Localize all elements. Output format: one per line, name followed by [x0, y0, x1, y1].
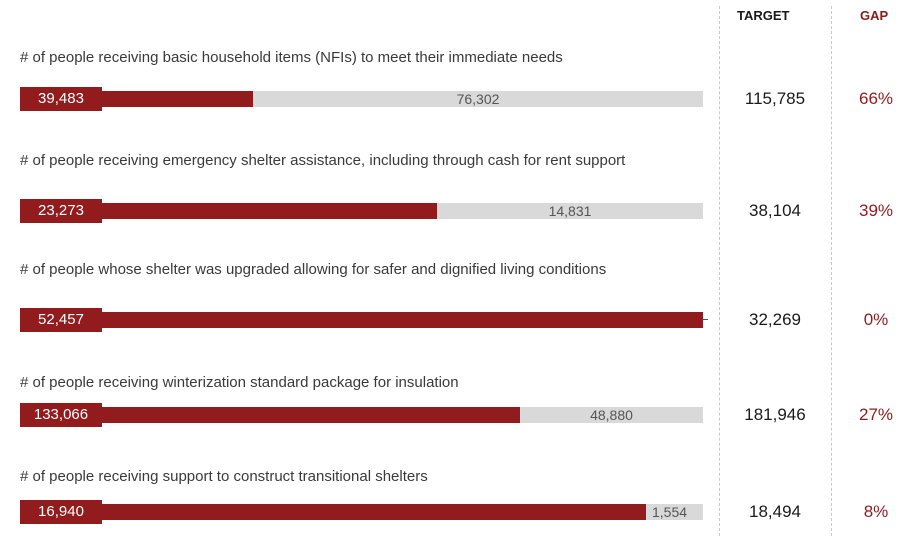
achieved-value-label: 23,273: [20, 199, 102, 223]
target-value: 181,946: [744, 405, 806, 424]
gap-column-header: GAP: [860, 8, 889, 23]
bar-track: [20, 407, 703, 423]
target-column-divider: [719, 6, 720, 536]
remaining-value-label: 14,831: [548, 203, 592, 219]
achieved-value-label: 52,457: [20, 308, 102, 332]
gap-value: 0%: [863, 310, 889, 329]
achieved-bar: [20, 504, 646, 520]
gap-value: 39%: [858, 201, 894, 220]
remaining-value-label: 1,554: [652, 504, 688, 520]
target-value: 18,494: [749, 502, 801, 521]
gap-value: 8%: [863, 502, 889, 521]
indicator-label: # of people receiving emergency shelter …: [20, 152, 626, 169]
indicator-label: # of people receiving basic household it…: [20, 49, 563, 66]
remaining-value-label: 48,880: [590, 407, 633, 423]
indicator-label: # of people receiving winterization stan…: [20, 374, 459, 391]
achieved-value-label: 133,066: [20, 403, 102, 427]
indicator-label: # of people whose shelter was upgraded a…: [20, 261, 607, 278]
bar-track: [20, 312, 703, 328]
gap-value: 27%: [858, 405, 894, 424]
bar-track: [20, 504, 703, 520]
remaining-value-label: 76,302: [456, 91, 500, 107]
target-column-header: TARGET: [737, 8, 790, 23]
indicator-label: # of people receiving support to constru…: [20, 468, 428, 485]
target-tick: [703, 319, 708, 320]
achieved-bar: [20, 203, 437, 219]
bar-track: [20, 203, 703, 219]
target-value: 115,785: [744, 89, 806, 108]
target-value: 38,104: [749, 201, 801, 220]
achieved-value-label: 16,940: [20, 500, 102, 524]
achieved-bar: [20, 312, 703, 328]
achieved-value-label: 39,483: [20, 87, 102, 111]
target-value: 32,269: [749, 310, 801, 329]
gap-value: 66%: [858, 89, 894, 108]
achieved-bar: [20, 407, 520, 423]
gap-column-divider: [831, 6, 832, 536]
